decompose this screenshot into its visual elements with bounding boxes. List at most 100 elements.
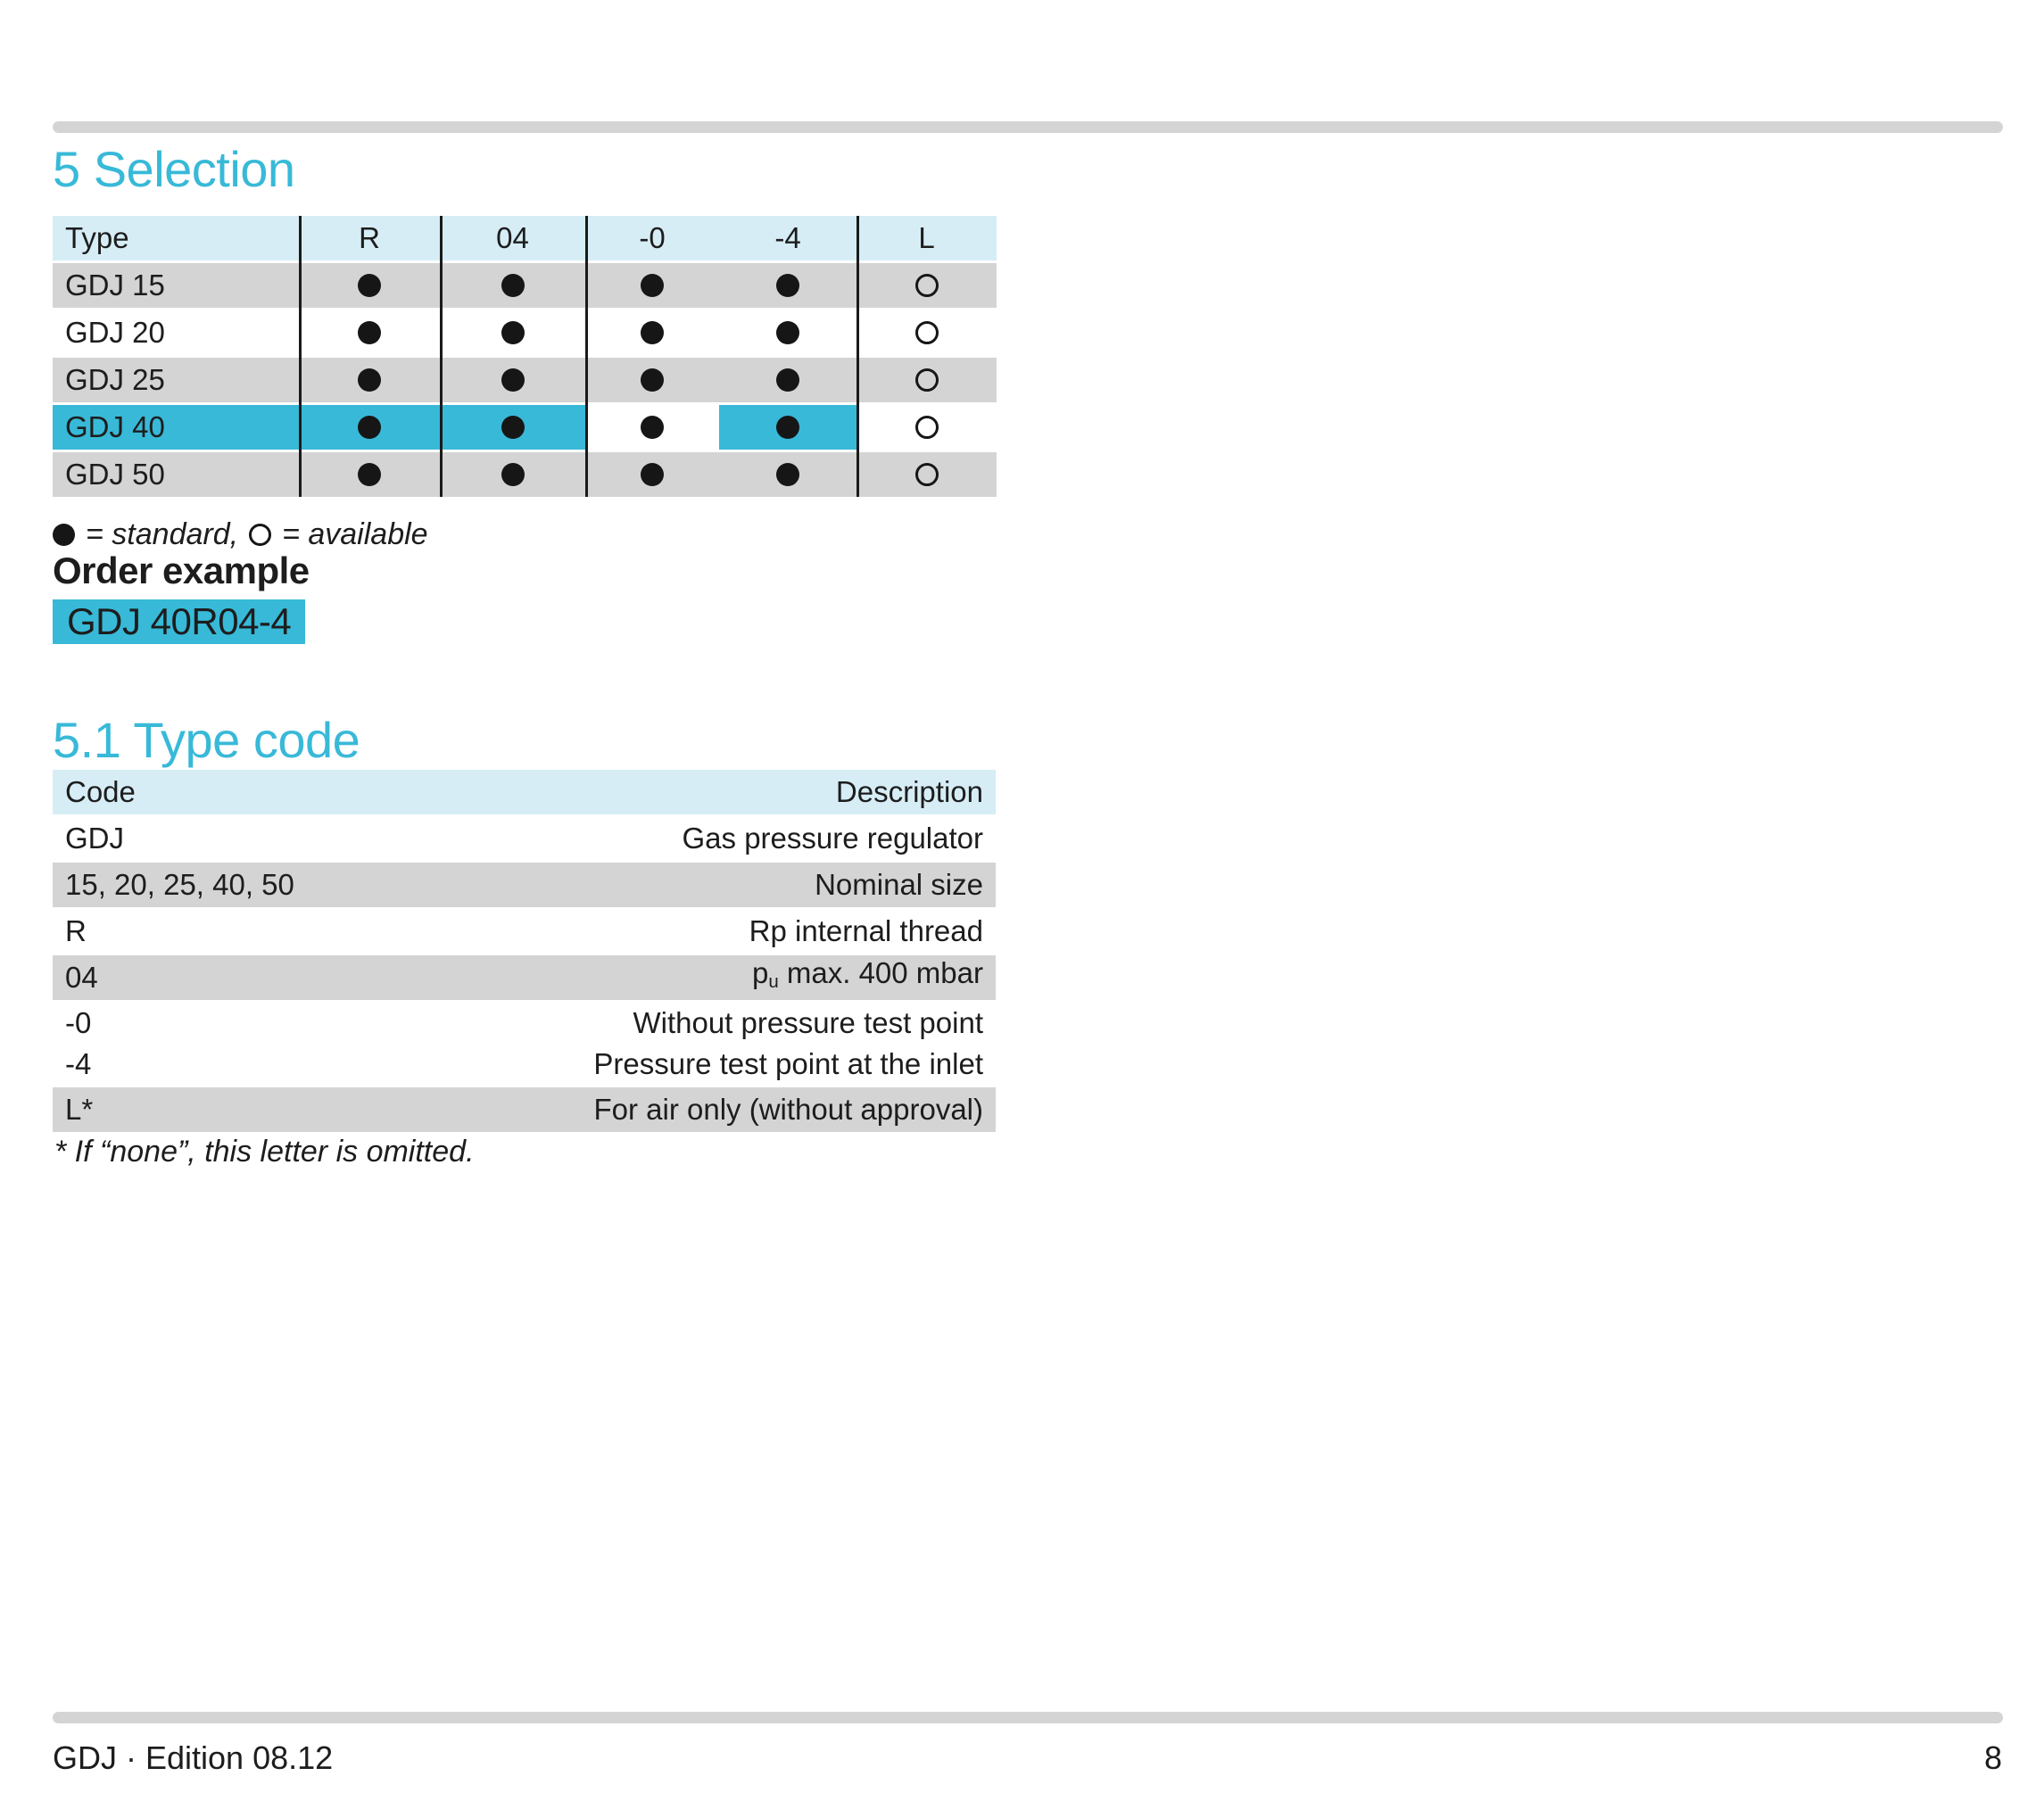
typecode-header-row: Code Description <box>53 770 996 814</box>
available-dot-icon <box>914 274 939 297</box>
footer-document-label: GDJ · Edition 08.12 <box>53 1739 334 1776</box>
selection-cell-gdj-50-type: GDJ 50 <box>53 452 299 497</box>
selection-cell-gdj-40-r <box>299 405 440 450</box>
standard-dot-icon <box>501 321 525 344</box>
selection-column-header-l: L <box>856 216 997 260</box>
selection-cell-gdj-25-l <box>856 358 997 402</box>
standard-dot-icon <box>501 274 525 297</box>
typecode-code-cell: L* <box>65 1093 94 1126</box>
typecode-code-cell: -0 -4 <box>65 1006 92 1080</box>
selection-column-divider-4 <box>856 216 859 497</box>
legend: = standard, = available <box>53 515 428 554</box>
selection-cell-gdj-40-0 <box>585 405 719 450</box>
selection-cell-gdj-25-type: GDJ 25 <box>53 358 299 402</box>
legend-available-label: = available <box>282 516 428 551</box>
selection-table: Type R 04 -0 -4 L GDJ 15 GDJ 20 GDJ 25 GDJ 40 GDJ … <box>53 216 997 497</box>
selection-cell-gdj-15-r <box>299 263 440 308</box>
typecode-description-cell: For air only (without approval) <box>593 1093 983 1126</box>
selection-cell-gdj-15-type: GDJ 15 <box>53 263 299 308</box>
selection-cell-gdj-40-l <box>856 405 997 450</box>
selection-column-header-04: 04 <box>440 216 585 260</box>
selection-cell-gdj-20-r <box>299 310 440 355</box>
standard-dot-icon <box>501 368 525 392</box>
selection-row-gdj-25: GDJ 25 <box>53 358 997 402</box>
order-example-heading: Order example <box>53 549 310 591</box>
typecode-description-cell: Without pressure test point Pressure test… <box>593 1006 983 1080</box>
selection-cell-gdj-50-l <box>856 452 997 497</box>
selection-column-divider-2 <box>440 216 443 497</box>
typecode-code-cell: 15, 20, 25, 40, 50 <box>65 868 294 901</box>
top-divider-bar <box>53 121 2003 133</box>
selection-column-header-r: R <box>299 216 440 260</box>
selection-cell-gdj-20-type: GDJ 20 <box>53 310 299 355</box>
standard-dot-icon <box>641 368 664 392</box>
standard-dot-icon <box>358 416 381 439</box>
typecode-description-cell: Rp internal thread <box>749 914 983 947</box>
typecode-code-cell: R <box>65 914 87 947</box>
selection-cell-gdj-40-04 <box>440 405 585 450</box>
selection-cell-gdj-15-04 <box>440 263 585 308</box>
available-dot-icon <box>249 523 272 546</box>
standard-dot-icon <box>358 321 381 344</box>
selection-column-header-type: Type <box>53 216 299 260</box>
typecode-row-15-20-25-40-50: 15, 20, 25, 40, 50 Nominal size <box>53 863 996 907</box>
selection-cell-gdj-50-04 <box>440 452 585 497</box>
standard-dot-icon <box>776 416 799 439</box>
selection-header-row: Type R 04 -0 -4 L <box>53 216 997 260</box>
selection-row-gdj-15: GDJ 15 <box>53 263 997 308</box>
selection-cell-gdj-50-0 <box>585 452 719 497</box>
selection-column-divider-1 <box>299 216 302 497</box>
footnote: * If “none”, this letter is omitted. <box>54 1135 475 1169</box>
standard-dot-icon <box>776 463 799 486</box>
typecode-code-cell: GDJ <box>65 822 124 855</box>
available-dot-icon <box>914 321 939 344</box>
typecode-row-0: -0 -4 Without pressure test point Pressure … <box>53 1002 996 1086</box>
selection-cell-gdj-25-04 <box>440 358 585 402</box>
selection-cell-gdj-25-0 <box>585 358 719 402</box>
selection-cell-gdj-40-4 <box>719 405 856 450</box>
selection-cell-gdj-20-4 <box>719 310 856 355</box>
standard-dot-icon <box>776 368 799 392</box>
typecode-description-header: Description <box>835 775 983 808</box>
subsection-title: 5.1 Type code <box>53 712 360 768</box>
selection-cell-gdj-15-l <box>856 263 997 308</box>
standard-dot-icon <box>501 416 525 439</box>
selection-cell-gdj-20-l <box>856 310 997 355</box>
selection-cell-gdj-40-type: GDJ 40 <box>53 405 299 450</box>
standard-dot-icon <box>358 368 381 392</box>
standard-dot-icon <box>641 463 664 486</box>
footer-page-number: 8 <box>1983 1739 2002 1776</box>
typecode-code-header: Code <box>65 775 136 808</box>
standard-dot-icon <box>641 274 664 297</box>
selection-cell-gdj-15-4 <box>719 263 856 308</box>
available-dot-icon <box>914 463 939 486</box>
standard-dot-icon <box>776 321 799 344</box>
typecode-table: Code Description GDJ Gas pressure regulator… <box>53 770 996 1132</box>
typecode-row-04: 04 pu max. 400 mbar <box>53 955 996 1000</box>
typecode-row-l: L* For air only (without approval) <box>53 1087 996 1132</box>
selection-row-gdj-40: GDJ 40 <box>53 405 997 450</box>
typecode-description-cell: Gas pressure regulator <box>682 822 984 855</box>
standard-dot-icon <box>776 274 799 297</box>
standard-dot-icon <box>501 463 525 486</box>
selection-cell-gdj-20-04 <box>440 310 585 355</box>
bottom-divider-bar <box>53 1712 2003 1723</box>
standard-dot-icon <box>358 463 381 486</box>
section-title: 5 Selection <box>53 141 295 197</box>
standard-dot-icon <box>53 523 75 546</box>
selection-cell-gdj-20-0 <box>585 310 719 355</box>
selection-cell-gdj-50-r <box>299 452 440 497</box>
available-dot-icon <box>914 368 939 392</box>
typecode-row-r: R Rp internal thread <box>53 909 996 954</box>
selection-cell-gdj-25-r <box>299 358 440 402</box>
selection-column-divider-3 <box>585 216 588 497</box>
order-example-code-badge: GDJ 40R04-4 <box>53 599 306 644</box>
available-dot-icon <box>914 416 939 439</box>
selection-cell-gdj-50-4 <box>719 452 856 497</box>
standard-dot-icon <box>641 321 664 344</box>
typecode-description-cell: Nominal size <box>815 868 983 901</box>
selection-row-gdj-20: GDJ 20 <box>53 310 997 355</box>
standard-dot-icon <box>358 274 381 297</box>
selection-row-gdj-50: GDJ 50 <box>53 452 997 497</box>
